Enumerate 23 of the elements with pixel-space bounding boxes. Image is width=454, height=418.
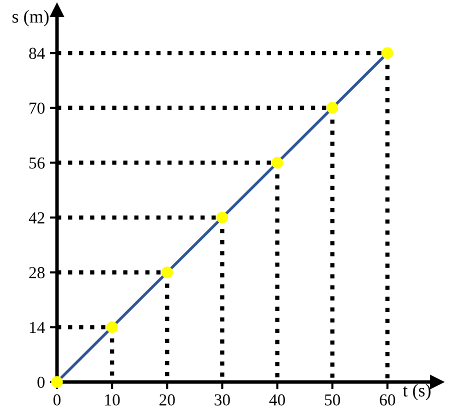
x-tick-label: 20 (160, 394, 175, 406)
x-tick-label: 0 (53, 394, 61, 406)
point (216, 212, 228, 224)
y-tick-label: 70 (30, 102, 45, 114)
y-tick-label: 84 (29, 48, 45, 60)
x-tick-label: 60 (380, 394, 396, 406)
x-tick-label: 10 (105, 394, 120, 406)
point (382, 47, 394, 59)
x-tick-label: 40 (269, 394, 285, 406)
y-tick-label: 56 (29, 157, 45, 169)
x-axis-title: t (s) (402, 384, 431, 400)
x-tick-label: 50 (325, 394, 340, 406)
point (106, 321, 118, 334)
y-axis-title: s (m) (12, 10, 49, 26)
point (271, 156, 284, 169)
y-tick-label: 28 (29, 267, 45, 278)
x-tick-label: 30 (214, 394, 230, 406)
y-tick-label: 14 (30, 322, 45, 333)
y-tick-label: 0 (37, 376, 45, 388)
point (51, 376, 63, 388)
point (326, 102, 338, 114)
point (161, 266, 173, 278)
y-tick-label: 42 (28, 212, 44, 224)
